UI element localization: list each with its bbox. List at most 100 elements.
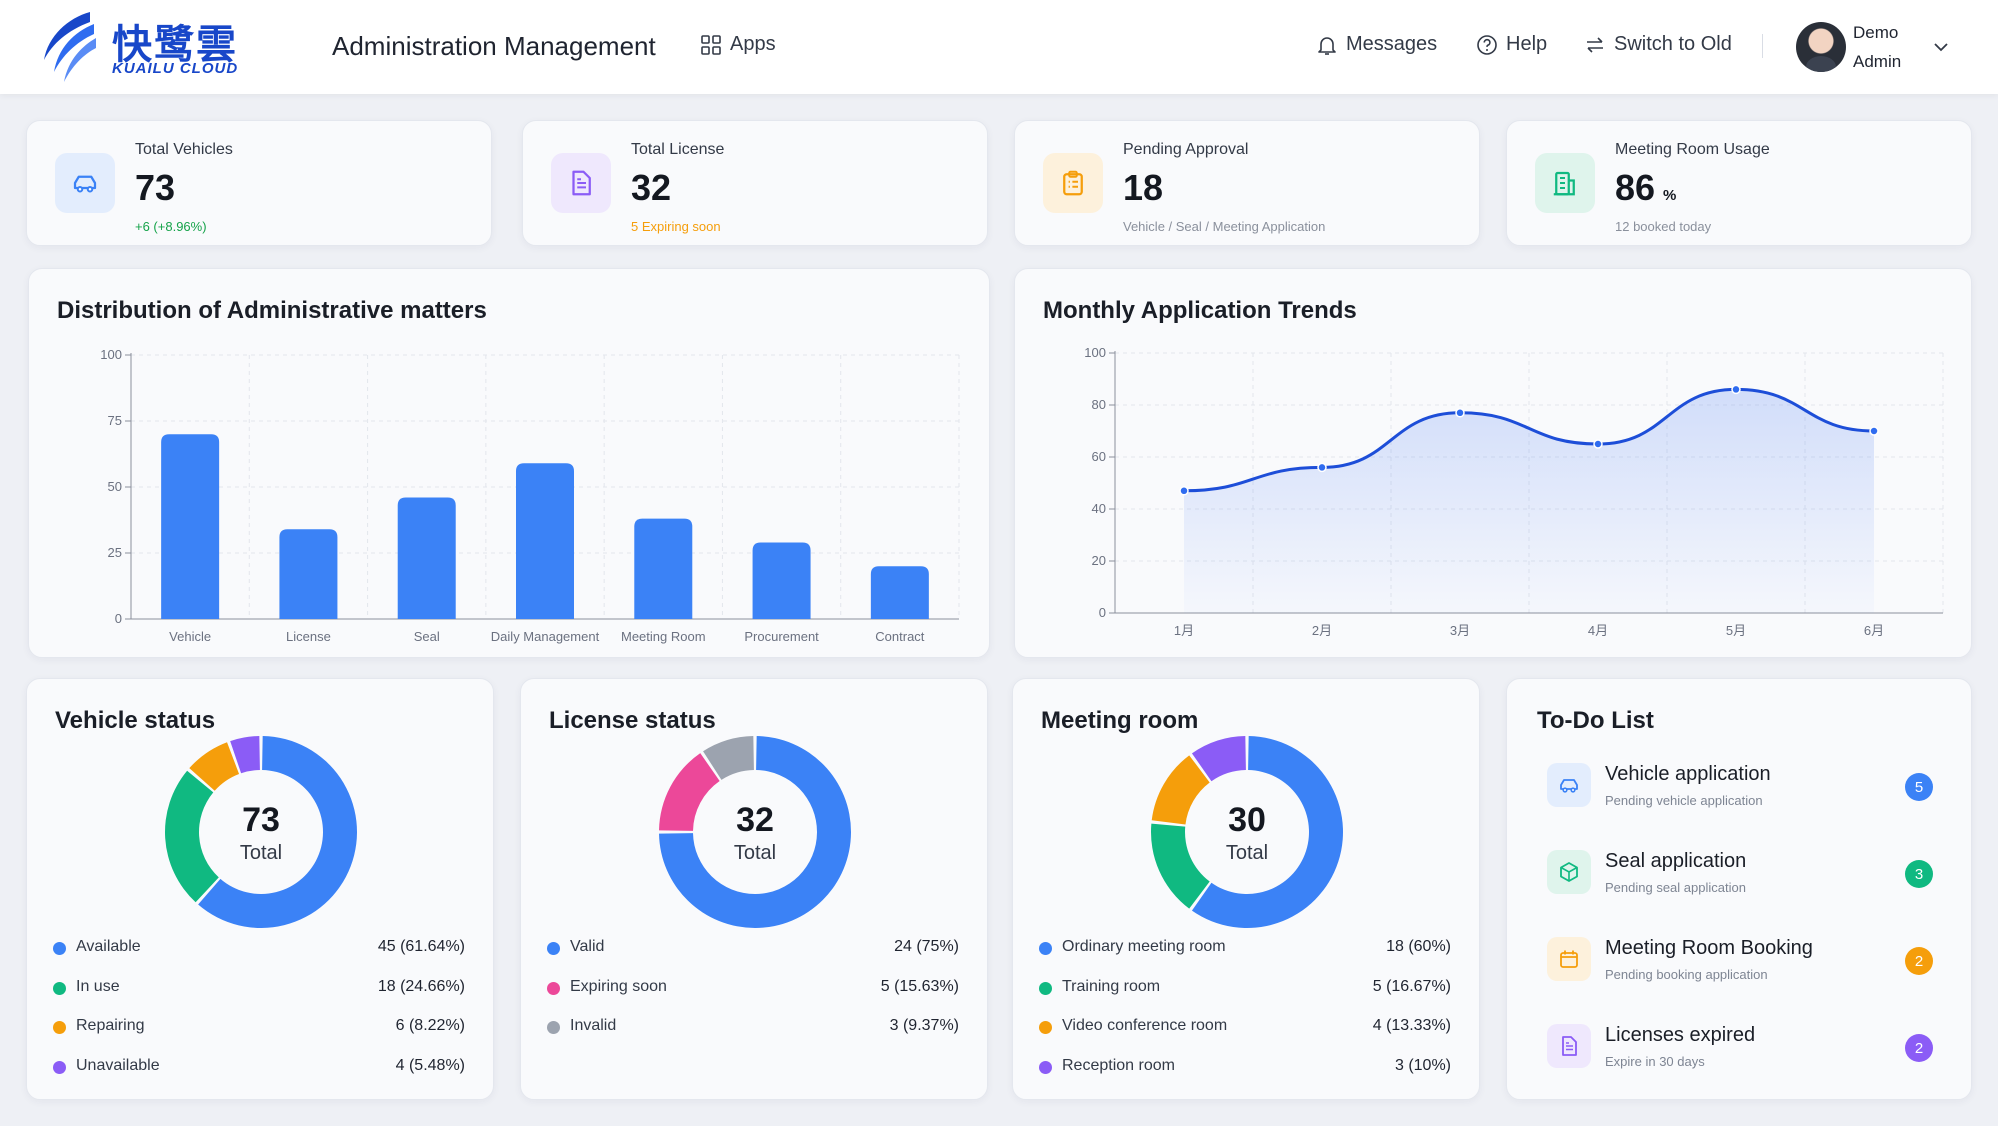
legend-name: Valid [570,938,605,955]
legend-dot [547,1021,560,1034]
donut-slice-expiring-soon[interactable] [659,753,720,831]
legend-name: Expiring soon [570,977,667,995]
legend-item[interactable]: Video conference room 4 (13.33%) [1039,1016,1451,1040]
line-point-2[interactable] [1317,462,1327,473]
stat-value: 86% [1615,167,1676,209]
logo[interactable]: 快鹭雲 KUAILU CLOUD [38,10,258,84]
stat-label: Meeting Room Usage [1615,141,1770,158]
legend-item[interactable]: In use 18 (24.66%) [53,977,465,1001]
bar-vehicle[interactable] [161,434,220,619]
distribution-bar-chart: 0 25 50 75 100 Vehicle License Seal Daily Manage… [100,347,960,644]
bar-x-tick-label: License [286,629,331,644]
donut-center: 32 Total [705,801,805,865]
todo-item-licenses-expired[interactable]: Licenses expired Expire in 30 days 2 [1547,1022,1939,1082]
bar-seal[interactable] [397,497,456,619]
donut-slice-reception-room[interactable] [1191,736,1246,782]
legend-item[interactable]: Valid 24 (75%) [547,937,959,961]
bar-procurement[interactable] [752,542,811,619]
donut-title: Vehicle status [55,707,216,734]
bar-meeting-room[interactable] [634,518,693,619]
avatar[interactable] [1796,22,1846,72]
legend-item[interactable]: Ordinary meeting room 18 (60%) [1039,937,1451,961]
legend-item[interactable]: Invalid 3 (9.37%) [547,1016,959,1040]
legend-item[interactable]: Reception room 3 (10%) [1039,1056,1451,1080]
trend-line-chart: 0 20 40 60 80 100 1月 2月 3月 4月 5月 6月 [1084,345,1944,638]
help-label: Help [1506,33,1548,55]
donut-chart [659,736,851,928]
todo-icon-box [1547,937,1591,981]
legend-dot [1039,1060,1052,1074]
line-point-1[interactable] [1179,486,1189,496]
line-point-5[interactable] [1731,384,1741,395]
legend-value: 24 (75%) [894,938,959,955]
legend-item[interactable]: Unavailable 4 (5.48%) [53,1056,465,1080]
todo-count-badge: 2 [1905,947,1933,975]
stat-number: 32 [631,167,672,208]
legend-value: 6 (8.22%) [395,1017,465,1034]
bar-y-tick-label: 100 [100,347,122,362]
bar-license[interactable] [279,529,338,619]
legend-value: 4 (13.33%) [1372,1017,1451,1034]
todo-item-subtitle: Pending booking application [1605,967,1768,982]
stat-card-meeting-room-usage[interactable]: Meeting Room Usage 86% 12 booked today [1506,120,1972,246]
legend-item[interactable]: Training room 5 (16.67%) [1039,977,1451,1001]
switch-to-old-button[interactable]: Switch to Old [1584,33,1732,56]
stat-card-pending-approval[interactable]: Pending Approval 18 Vehicle / Seal / Mee… [1014,120,1480,246]
distribution-chart-title: Distribution of Administrative matters [57,297,487,324]
donut-slice-training-room[interactable] [1151,823,1210,909]
stat-icon-box [1535,153,1595,213]
todo-item-meeting-room-booking[interactable]: Meeting Room Booking Pending booking app… [1547,935,1939,995]
stat-card-total-vehicles[interactable]: Total Vehicles 73 +6 (+8.96%) [26,120,492,246]
help-button[interactable]: Help [1476,33,1547,56]
logo-chinese-text: 快鹭雲 [112,22,238,68]
stat-number: 18 [1123,167,1164,208]
donut-slice-valid[interactable] [659,736,851,928]
messages-button[interactable]: Messages [1316,33,1437,56]
legend-item[interactable]: Repairing 6 (8.22%) [53,1016,465,1040]
legend-item[interactable]: Available 45 (61.64%) [53,937,465,961]
todo-count-badge: 2 [1905,1034,1933,1062]
line-x-tick-label: 4月 [1588,623,1608,638]
bar-x-tick-label: Meeting Room [621,629,706,644]
legend-value: 18 (60%) [1386,938,1451,955]
todo-item-title: Licenses expired [1605,1024,1756,1046]
legend-item[interactable]: Expiring soon 5 (15.63%) [547,977,959,1001]
todo-item-vehicle-application[interactable]: Vehicle application Pending vehicle appl… [1547,761,1939,821]
legend-name: Available [76,938,141,955]
donut-slice-repairing[interactable] [189,742,240,791]
donut-slice-in-use[interactable] [164,770,219,903]
line-x-tick-label: 5月 [1726,623,1746,638]
donut-slice-ordinary-meeting-room[interactable] [1191,736,1343,928]
line-point-3[interactable] [1455,408,1465,418]
line-point-4[interactable] [1593,439,1603,449]
donut-slice-invalid[interactable] [703,736,754,780]
todo-item-title: Meeting Room Booking [1605,937,1813,959]
car-icon [73,175,97,193]
stat-subtext: +6 (+8.96%) [135,219,207,234]
todo-item-seal-application[interactable]: Seal application Pending seal applicatio… [1547,848,1939,908]
app-title: Administration Management [332,31,656,61]
legend-value: 4 (5.48%) [395,1056,465,1074]
donut-center: 30 Total [1197,801,1297,865]
line-point-6[interactable] [1869,426,1879,436]
legend-dot [1039,981,1052,995]
chevron-down-icon[interactable] [1932,38,1950,56]
line-y-tick-label: 60 [1092,449,1106,464]
question-circle-icon [1477,34,1497,55]
donut-chart [164,736,357,928]
stat-card-total-license[interactable]: Total License 32 5 Expiring soon [522,120,988,246]
todo-count-badge: 5 [1905,773,1933,801]
bar-x-tick-label: Contract [875,629,925,644]
todo-item-subtitle: Expire in 30 days [1605,1054,1705,1069]
bar-contract[interactable] [870,566,929,619]
donut-slice-unavailable[interactable] [230,736,260,774]
legend-name: Reception room [1062,1056,1175,1074]
bar-y-tick-label: 25 [108,545,122,560]
bar-daily-management[interactable] [516,463,574,619]
legend-value: 3 (9.37%) [889,1017,959,1034]
apps-button[interactable]: Apps [700,33,776,56]
donut-slice-video-conference-room[interactable] [1151,755,1210,825]
donut-chart [1151,736,1343,928]
bar-x-tick-label: Procurement [744,629,819,644]
donut-slice-available[interactable] [198,736,357,928]
